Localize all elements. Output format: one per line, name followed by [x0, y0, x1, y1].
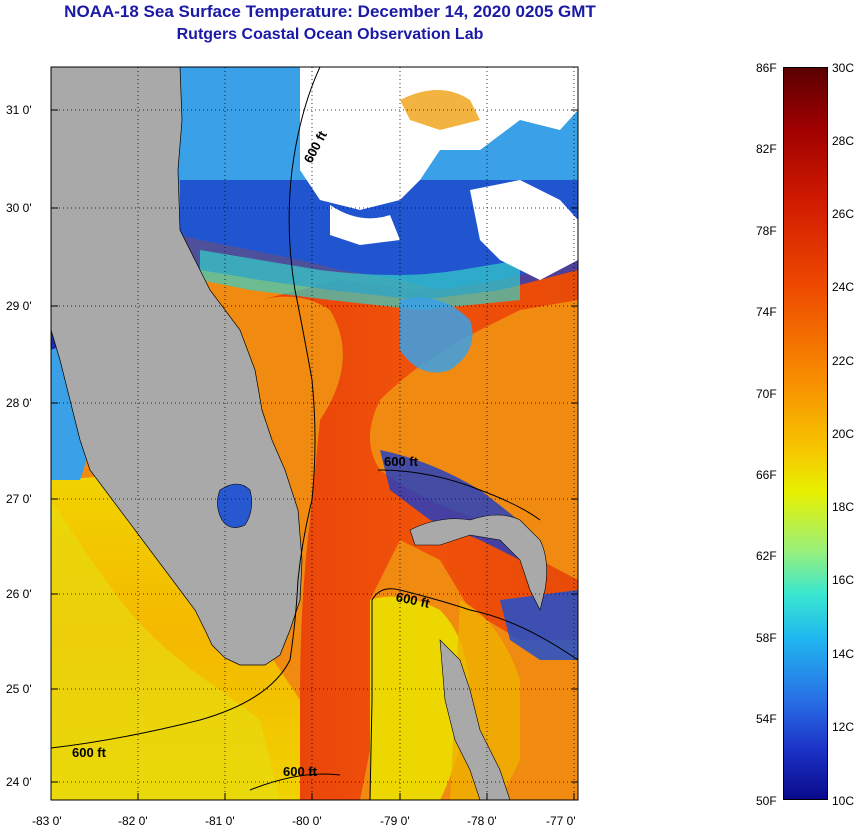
cb-label-58f: 58F [756, 631, 777, 645]
lat-label-28: 28 0' [6, 396, 32, 410]
cb-label-50f: 50F [756, 794, 777, 808]
contour-label-3: 600 ft [395, 589, 432, 611]
andros-land [439, 639, 511, 800]
cb-label-10c: 10C [832, 794, 855, 808]
lon-label-77: -77 0' [546, 814, 576, 828]
cloud-cover [300, 67, 578, 210]
lon-label-83: -83 0' [32, 814, 62, 828]
contour-label-4: 600 ft [72, 745, 107, 760]
lat-label-25: 25 0' [6, 682, 32, 696]
lat-label-31: 31 0' [6, 103, 32, 117]
lat-label-26: 26 0' [6, 587, 32, 601]
cb-label-20c: 20C [832, 427, 855, 441]
cb-label-16c: 16C [832, 573, 855, 587]
map-title: NOAA-18 Sea Surface Temperature: Decembe… [64, 2, 596, 21]
contour-label-5: 600 ft [283, 764, 318, 779]
lake-okeechobee [217, 483, 252, 528]
cb-label-22c: 22C [832, 354, 855, 368]
cb-label-66f: 66F [756, 468, 777, 482]
isobath-600ft-bahamas [369, 588, 578, 800]
cb-label-12c: 12C [832, 720, 855, 734]
cb-label-74f: 74F [756, 305, 777, 319]
cb-label-62f: 62F [756, 549, 777, 563]
lon-label-82: -82 0' [118, 814, 148, 828]
cb-label-70f: 70F [756, 387, 777, 401]
map-subtitle: Rutgers Coastal Ocean Observation Lab [176, 26, 484, 43]
lat-label-30: 30 0' [6, 201, 32, 215]
map-frame [50, 66, 579, 801]
cb-label-24c: 24C [832, 280, 855, 294]
contour-label-2: 600 ft [384, 454, 419, 469]
cb-label-28c: 28C [832, 134, 855, 148]
cb-label-86f: 86F [756, 61, 777, 75]
cb-label-54f: 54F [756, 712, 777, 726]
grand-bahama-land [409, 514, 547, 611]
lat-label-24: 24 0' [6, 775, 32, 789]
cb-label-30c: 30C [832, 61, 855, 75]
lon-label-79: -79 0' [380, 814, 410, 828]
isobath-600ft-little-bahama [377, 469, 541, 521]
cb-label-78f: 78F [756, 224, 777, 238]
cb-label-82f: 82F [756, 142, 777, 156]
lat-label-27: 27 0' [6, 492, 32, 506]
cb-label-14c: 14C [832, 647, 855, 661]
frame-ticks [51, 109, 578, 800]
lon-label-78: -78 0' [467, 814, 497, 828]
lon-label-80: -80 0' [292, 814, 322, 828]
lat-label-29: 29 0' [6, 299, 32, 313]
cb-label-26c: 26C [832, 207, 855, 221]
temperature-colorbar [783, 67, 828, 800]
cb-label-18c: 18C [832, 500, 855, 514]
lon-label-81: -81 0' [205, 814, 235, 828]
